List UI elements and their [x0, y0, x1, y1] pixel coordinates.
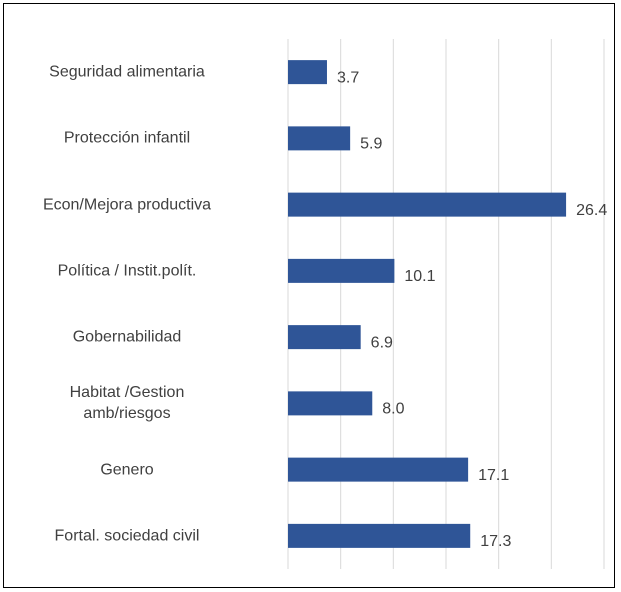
data-label: 5.9 — [360, 136, 382, 153]
data-label: 17.3 — [480, 533, 511, 550]
data-label: 3.7 — [337, 69, 359, 86]
bar — [288, 457, 469, 482]
y-tick-label: Gobernabilidad — [72, 328, 182, 346]
y-tick-label: Protección infantil — [63, 129, 191, 147]
y-tick-label: Genero — [100, 461, 154, 479]
data-label: 26.4 — [576, 202, 607, 219]
bar — [288, 258, 395, 283]
y-tick-label: Habitat /Gestion amb/riesgos — [69, 384, 185, 423]
data-label: 10.1 — [404, 268, 435, 285]
data-label: 17.1 — [478, 467, 509, 484]
data-label: 6.9 — [371, 334, 393, 351]
bar — [288, 126, 351, 151]
bar — [288, 391, 373, 416]
bar — [288, 523, 471, 548]
y-tick-label: Fortal. sociedad civil — [54, 527, 200, 545]
bar — [288, 325, 361, 350]
data-label: 8.0 — [382, 401, 404, 418]
y-tick-label: Política / Instit.polít. — [57, 262, 197, 280]
y-tick-label: Econ/Mejora productiva — [42, 196, 212, 214]
bar — [288, 60, 327, 85]
chart-frame — [3, 3, 615, 588]
y-tick-label: Seguridad alimentaria — [49, 63, 205, 81]
bar — [288, 192, 567, 217]
